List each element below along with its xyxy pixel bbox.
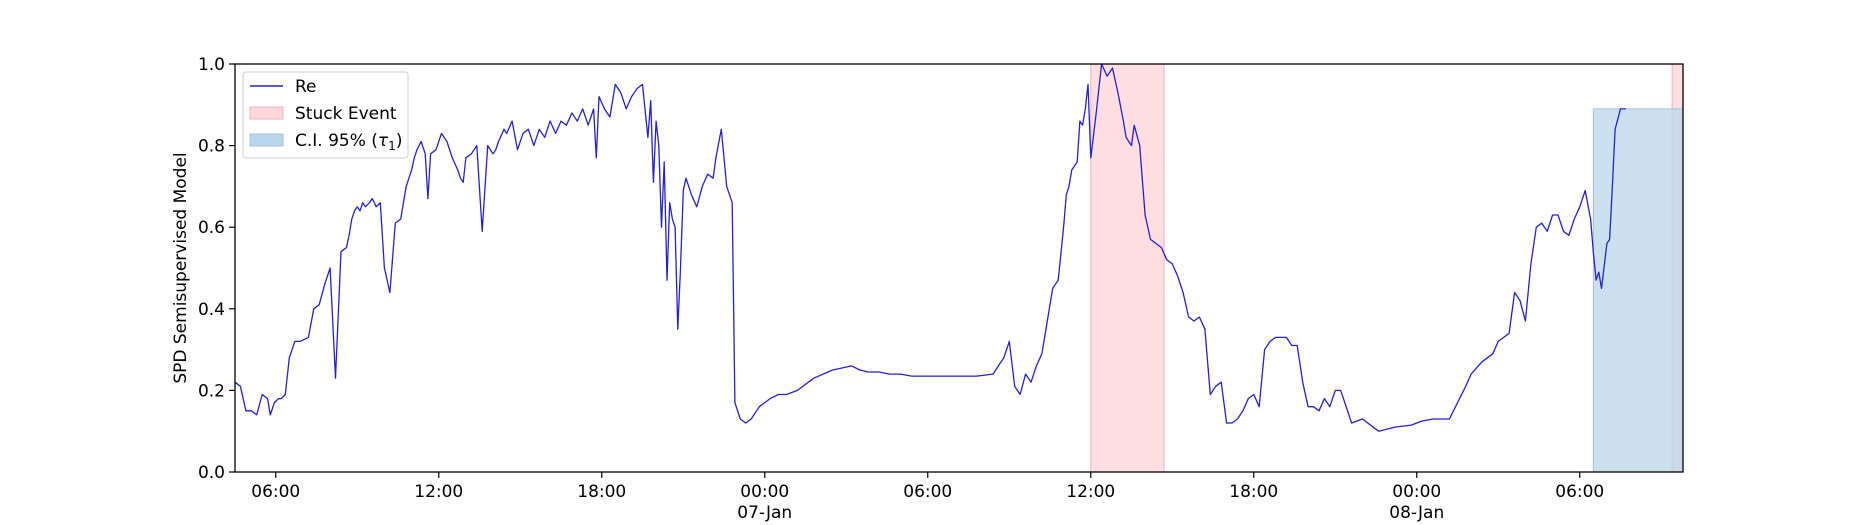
- y-tick-label: 1.0: [198, 55, 225, 75]
- series-layer: [234, 63, 1626, 432]
- y-tick-label: 0.0: [198, 463, 225, 483]
- legend-ci-close: ): [396, 131, 403, 151]
- x-tick-date-label: 07-Jan: [737, 503, 792, 523]
- x-tick-label: 18:00: [1229, 482, 1278, 502]
- legend-swatch-stuck-event: [249, 106, 284, 120]
- confidence-interval-region-2: [1592, 108, 1684, 473]
- stuck-event-region-0: [1090, 63, 1165, 473]
- x-tick-label: 18:00: [577, 482, 626, 502]
- x-tick-label: 06:00: [903, 482, 952, 502]
- y-axis: 0.0 0.2 0.4 0.6 0.8 1.0: [198, 55, 235, 483]
- shaded-regions: [1090, 63, 1684, 473]
- legend-swatch-confidence-interval: [249, 133, 284, 147]
- y-tick-label: 0.8: [198, 137, 225, 157]
- legend-label-stuck-event: Stuck Event: [295, 104, 397, 124]
- legend-ci-prefix: C.I. 95% (: [295, 131, 378, 151]
- legend-box: [242, 71, 409, 159]
- legend: Re Stuck Event C.I. 95% (τ1): [242, 71, 409, 159]
- y-tick-label: 0.2: [198, 381, 225, 401]
- legend-ci-subscript: 1: [388, 139, 396, 153]
- x-tick-label: 06:00: [1555, 482, 1604, 502]
- x-tick-label: 00:00: [1392, 482, 1441, 502]
- y-tick-label: 0.6: [198, 218, 225, 238]
- x-tick-label: 12:00: [414, 482, 463, 502]
- legend-ci-tau: τ: [378, 131, 389, 151]
- plot-frame: [234, 63, 1684, 473]
- x-tick-label: 12:00: [1066, 482, 1115, 502]
- x-tick-date-label: 08-Jan: [1389, 503, 1444, 523]
- y-axis-label: SPD Semisupervised Model: [171, 152, 191, 383]
- x-axis: 06:0012:0018:0000:0007-Jan190006:0012:00…: [251, 472, 1604, 525]
- series-line-re: [234, 63, 1626, 432]
- legend-label-re: Re: [295, 77, 317, 97]
- x-tick-label: 06:00: [251, 482, 300, 502]
- x-tick-label: 00:00: [740, 482, 789, 502]
- legend-label-confidence-interval: C.I. 95% (τ1): [295, 131, 402, 153]
- y-tick-label: 0.4: [198, 300, 225, 320]
